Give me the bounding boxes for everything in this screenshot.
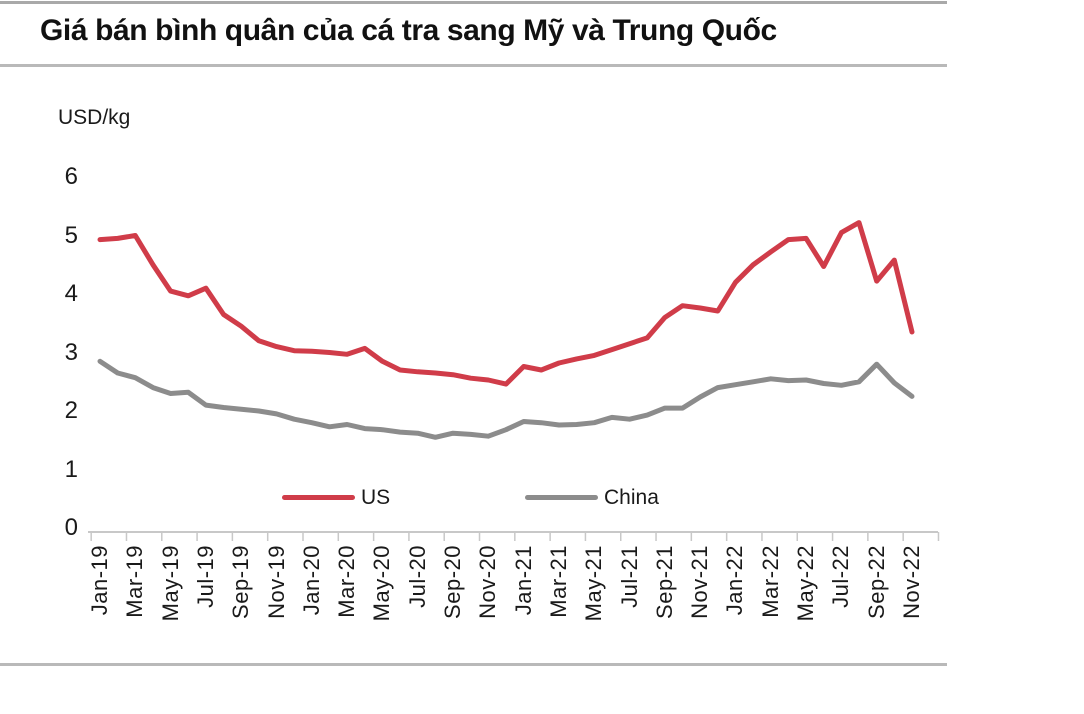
legend-swatch-china <box>525 495 598 500</box>
x-tick-label: Mar-20 <box>334 545 360 618</box>
x-tick-label: Mar-19 <box>122 545 148 618</box>
x-tick-label: Nov-22 <box>899 545 924 619</box>
series-line-us <box>97 220 915 387</box>
y-tick-label: 2 <box>64 397 78 424</box>
x-tick-label: Jul-22 <box>828 545 854 608</box>
legend-label-us: US <box>361 486 391 509</box>
x-tick-label: Jan-20 <box>298 545 324 616</box>
x-tick-label: Sep-21 <box>651 545 677 619</box>
x-tick-label: May-19 <box>157 545 183 622</box>
x-tick-label: Jan-19 <box>87 545 112 616</box>
y-tick-label: 1 <box>64 455 78 483</box>
x-tick-label: Sep-20 <box>440 545 466 619</box>
x-tick-label: Mar-21 <box>545 545 571 618</box>
x-tick-label: Jan-22 <box>722 545 748 616</box>
x-tick-label: Jul-19 <box>192 545 218 608</box>
x-tick-label: Sep-19 <box>228 545 254 619</box>
y-tick-label: 3 <box>64 338 78 366</box>
x-tick-label: Sep-22 <box>863 545 889 619</box>
x-tick-label: May-21 <box>581 545 607 622</box>
series-line-china <box>97 358 915 440</box>
bottom-divider <box>0 663 947 666</box>
x-tick-label: Mar-22 <box>757 545 783 618</box>
title-divider <box>0 64 947 67</box>
y-axis-unit-label: USD/kg <box>58 106 131 129</box>
x-tick-label: Jan-21 <box>510 545 536 616</box>
x-tick-label: Jul-20 <box>404 545 430 608</box>
y-tick-label: 6 <box>64 163 78 190</box>
y-tick-label: 4 <box>64 280 78 307</box>
x-tick-label: Jul-21 <box>616 545 642 608</box>
y-tick-label: 0 <box>64 514 78 541</box>
top-divider <box>0 1 947 4</box>
x-tick-label: May-20 <box>369 545 395 622</box>
x-tick-label: Nov-20 <box>475 545 501 619</box>
chart-title: Giá bán bình quân của cá tra sang Mỹ và … <box>40 14 777 47</box>
x-tick-label: Nov-21 <box>687 545 713 619</box>
x-tick-label: May-22 <box>793 545 819 622</box>
legend-swatch-us <box>282 495 355 500</box>
legend-label-china: China <box>604 486 659 509</box>
y-tick-label: 5 <box>64 221 78 249</box>
x-tick-label: Nov-19 <box>263 545 289 619</box>
